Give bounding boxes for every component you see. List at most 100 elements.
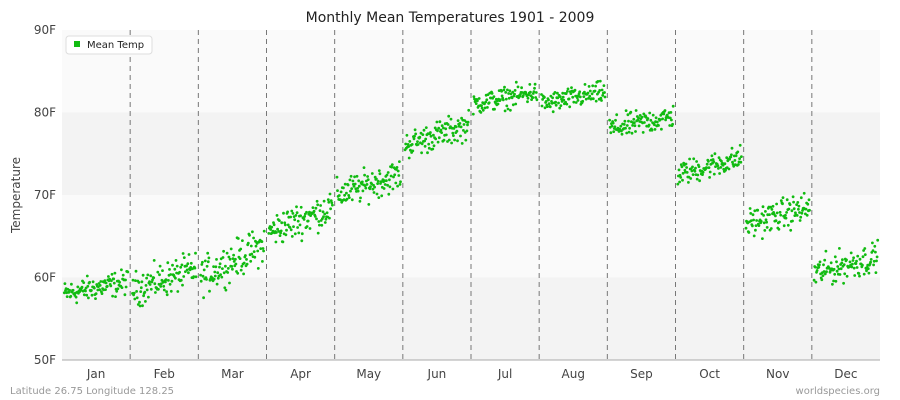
data-point xyxy=(655,120,659,124)
data-point xyxy=(87,296,90,300)
data-point xyxy=(851,259,855,262)
data-point xyxy=(282,211,285,215)
data-point xyxy=(260,240,264,244)
data-point xyxy=(454,125,458,129)
data-point xyxy=(853,274,857,277)
data-point xyxy=(711,158,715,161)
data-point xyxy=(194,251,197,255)
data-point xyxy=(452,126,456,130)
data-point xyxy=(145,276,149,280)
data-point xyxy=(671,122,674,126)
data-point xyxy=(286,210,289,214)
data-point xyxy=(274,240,278,244)
data-point xyxy=(765,220,768,224)
data-point xyxy=(625,124,629,127)
data-point xyxy=(685,166,688,169)
data-point xyxy=(317,220,321,223)
data-point xyxy=(367,203,371,206)
data-point xyxy=(590,92,594,96)
data-point xyxy=(730,146,734,150)
data-point xyxy=(876,238,880,242)
data-point xyxy=(218,262,222,266)
data-point xyxy=(369,185,372,189)
data-point xyxy=(141,304,144,308)
data-point xyxy=(691,165,694,169)
data-point xyxy=(298,223,302,227)
data-point xyxy=(392,175,395,179)
x-tick-label: Jan xyxy=(86,367,106,381)
data-point xyxy=(821,274,825,277)
x-axis-ticks: Jan Feb Mar Apr May Jun Jul Aug Sep Oct Nov Dec xyxy=(86,367,858,381)
data-point xyxy=(176,290,180,293)
data-point xyxy=(142,294,146,298)
data-point xyxy=(148,283,152,286)
data-point xyxy=(697,165,701,169)
data-point xyxy=(216,271,220,275)
data-point xyxy=(561,91,565,95)
data-point xyxy=(771,204,775,208)
data-point xyxy=(829,261,833,265)
data-point xyxy=(609,131,613,135)
data-point xyxy=(94,297,97,300)
data-point xyxy=(345,191,348,195)
data-point xyxy=(777,227,781,231)
data-point xyxy=(104,281,108,285)
data-point xyxy=(215,258,218,261)
data-point xyxy=(388,178,391,182)
data-point xyxy=(226,267,230,270)
data-point xyxy=(789,228,793,232)
data-point xyxy=(303,215,307,218)
data-point xyxy=(701,170,705,174)
data-point xyxy=(397,174,401,177)
data-point xyxy=(833,255,837,259)
data-point xyxy=(232,260,236,263)
data-point xyxy=(165,293,169,297)
data-point xyxy=(84,286,88,290)
data-point xyxy=(290,235,294,238)
data-point xyxy=(228,281,231,285)
data-point xyxy=(648,111,652,115)
data-point xyxy=(458,122,462,125)
data-point xyxy=(571,95,575,99)
data-point xyxy=(620,132,624,136)
data-point xyxy=(511,103,515,107)
data-point xyxy=(863,253,867,256)
data-point xyxy=(867,271,871,275)
data-point xyxy=(732,164,736,168)
data-point xyxy=(362,166,366,170)
data-point xyxy=(569,92,573,95)
data-point xyxy=(671,104,675,108)
data-point xyxy=(326,198,330,202)
data-point xyxy=(202,268,206,272)
data-point xyxy=(752,234,756,238)
data-point xyxy=(558,106,562,110)
data-point xyxy=(798,211,801,214)
data-point xyxy=(104,288,107,291)
data-point xyxy=(227,255,231,259)
data-point xyxy=(199,273,203,277)
x-tick-label: Jul xyxy=(497,367,512,381)
data-point xyxy=(144,300,147,303)
data-point xyxy=(240,264,244,268)
data-point xyxy=(145,288,149,292)
legend: Mean Temp xyxy=(65,35,153,55)
data-point xyxy=(455,129,459,133)
data-point xyxy=(751,224,754,228)
data-point xyxy=(499,98,502,102)
data-point xyxy=(110,279,113,283)
data-point xyxy=(348,178,352,182)
data-point xyxy=(182,275,186,278)
data-point xyxy=(833,272,837,276)
data-point xyxy=(212,265,216,268)
data-point xyxy=(168,282,172,286)
data-point xyxy=(802,191,806,195)
data-point xyxy=(232,253,236,257)
data-point xyxy=(405,133,409,137)
data-point xyxy=(432,133,435,137)
data-point xyxy=(788,203,792,207)
data-point xyxy=(356,187,359,190)
data-point xyxy=(174,259,178,262)
data-point xyxy=(386,171,390,174)
data-point xyxy=(152,259,156,262)
data-point xyxy=(637,116,640,120)
